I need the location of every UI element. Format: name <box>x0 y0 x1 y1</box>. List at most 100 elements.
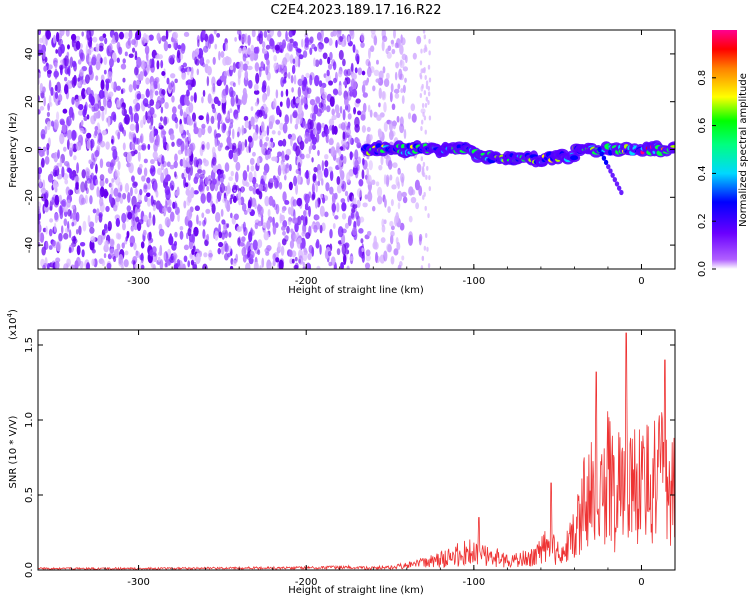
noise-cell <box>336 202 340 213</box>
noise-cell <box>238 34 242 41</box>
noise-cell <box>49 218 54 223</box>
noise-cell <box>106 262 112 269</box>
noise-cell <box>423 66 426 72</box>
noise-cell <box>314 96 321 103</box>
signal-cell <box>570 155 579 161</box>
spectrogram-y-tick-label: 20 <box>24 95 35 108</box>
noise-cell <box>368 160 373 171</box>
noise-cell <box>248 171 253 183</box>
noise-cell <box>390 256 395 265</box>
noise-cell <box>191 248 195 256</box>
noise-cell <box>160 59 164 69</box>
noise-cell <box>415 202 420 210</box>
noise-cell <box>99 140 106 148</box>
noise-cell <box>116 57 120 63</box>
noise-cell <box>89 226 95 234</box>
noise-cell <box>358 227 364 234</box>
noise-cell <box>253 83 259 91</box>
noise-cell <box>262 222 267 229</box>
noise-cell <box>57 100 61 106</box>
noise-cell <box>109 238 115 248</box>
noise-cell <box>80 136 84 146</box>
noise-cell <box>233 213 239 220</box>
noise-cell <box>38 208 41 215</box>
noise-cell <box>329 96 335 107</box>
noise-cell <box>184 95 188 106</box>
noise-cell <box>369 134 373 141</box>
noise-cell <box>187 220 193 229</box>
noise-cell <box>336 112 341 119</box>
noise-cell <box>111 81 115 90</box>
noise-cell <box>283 235 289 240</box>
noise-cell <box>67 65 71 77</box>
noise-cell <box>304 202 309 210</box>
noise-cell <box>293 74 297 85</box>
noise-cell <box>166 143 170 152</box>
noise-cell <box>244 139 248 148</box>
snr-series-line <box>38 332 675 570</box>
noise-cell <box>203 252 208 258</box>
noise-cell <box>381 40 385 52</box>
noise-cell <box>199 55 205 67</box>
noise-cell <box>425 84 429 90</box>
noise-cell <box>356 199 361 208</box>
noise-cell <box>421 83 424 89</box>
signal-branch-cell <box>597 146 602 153</box>
noise-cell <box>250 116 255 127</box>
noise-cell <box>287 206 292 215</box>
noise-cell <box>221 104 226 114</box>
noise-cell <box>402 66 409 72</box>
noise-cell <box>285 148 292 156</box>
noise-cell <box>241 33 247 43</box>
noise-cell <box>293 56 300 68</box>
noise-cell <box>234 37 237 42</box>
noise-cell <box>44 155 50 165</box>
noise-cell <box>359 216 365 223</box>
noise-cell <box>232 142 237 150</box>
noise-cell <box>224 199 230 210</box>
noise-cell <box>375 181 380 187</box>
noise-cell <box>103 228 108 234</box>
noise-cell <box>288 30 294 38</box>
noise-cell <box>54 212 60 223</box>
noise-cell <box>121 106 125 116</box>
noise-cell <box>38 72 41 79</box>
noise-cell <box>251 30 256 38</box>
noise-cell <box>416 163 422 173</box>
noise-cell <box>54 91 59 100</box>
noise-cell <box>91 258 96 267</box>
noise-cell <box>279 122 284 131</box>
noise-cell <box>428 50 431 56</box>
noise-cell <box>262 93 266 103</box>
noise-cell <box>270 262 273 269</box>
noise-cell <box>232 259 237 267</box>
noise-cell <box>147 110 152 121</box>
spectrogram-x-label: Height of straight line (km) <box>288 285 424 296</box>
noise-cell <box>233 109 239 120</box>
noise-cell <box>311 246 315 257</box>
noise-cell <box>146 177 151 184</box>
noise-cell <box>122 77 126 83</box>
noise-cell <box>175 122 179 129</box>
noise-cell <box>220 246 225 255</box>
noise-cell <box>74 175 80 183</box>
noise-cell <box>182 157 186 168</box>
noise-cell <box>387 160 393 170</box>
noise-cell <box>316 265 321 269</box>
noise-cell <box>87 86 92 96</box>
noise-cell <box>372 85 376 92</box>
noise-cell <box>339 35 343 43</box>
noise-cell <box>222 225 226 233</box>
noise-cell <box>367 191 373 203</box>
noise-cell <box>275 89 279 99</box>
noise-cell <box>123 129 127 137</box>
noise-cell <box>99 42 104 48</box>
noise-cell <box>378 164 383 171</box>
noise-cell <box>107 115 111 127</box>
noise-cell <box>202 89 206 97</box>
noise-cell <box>264 195 270 207</box>
noise-cell <box>401 255 405 261</box>
noise-cell <box>54 61 58 68</box>
noise-cell <box>302 252 308 262</box>
signal-branch-cell <box>612 177 618 183</box>
